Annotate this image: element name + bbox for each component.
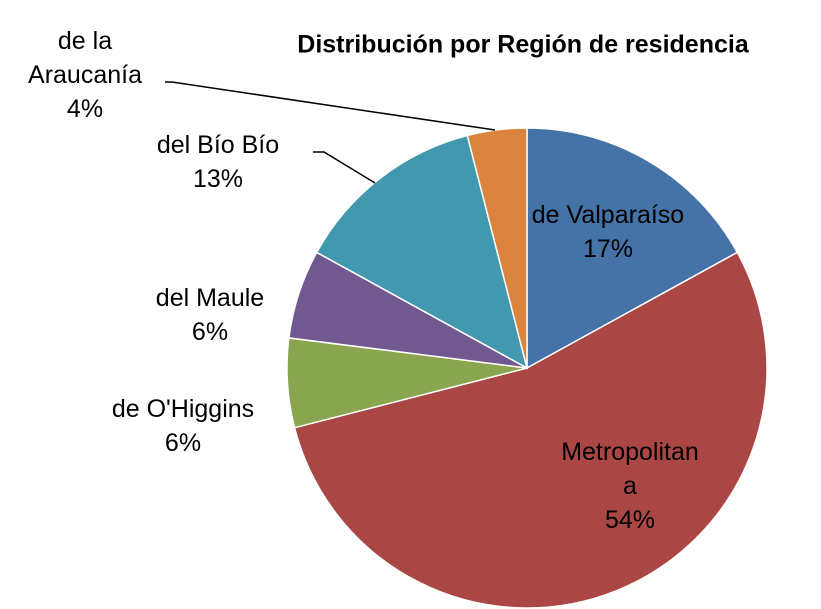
category-label: del Maule — [155, 284, 265, 312]
pie-slice — [293, 251, 768, 609]
value-label: 54% — [604, 506, 656, 534]
slice-label: Metropolitana 54% — [555, 435, 705, 537]
value-label: 6% — [164, 429, 202, 457]
value-label: 6% — [191, 318, 229, 346]
category-label: del Bío Bío — [156, 131, 280, 159]
value-label: 4% — [66, 95, 104, 123]
chart-title: Distribución por Región de residencia — [297, 30, 749, 59]
slice-label: de la Araucanía 4% — [0, 24, 170, 126]
slice-label: del Bío Bío 13% — [118, 128, 318, 196]
category-label: de O'Higgins — [111, 395, 255, 423]
category-label: de Valparaíso — [531, 201, 685, 229]
pie-slice — [466, 127, 528, 369]
pie-slice — [315, 134, 529, 370]
slice-label: del Maule 6% — [110, 281, 310, 349]
leader-line — [313, 151, 376, 184]
category-label: Metropolitana — [561, 438, 699, 500]
value-label: 13% — [192, 165, 244, 193]
value-label: 17% — [582, 235, 634, 263]
pie-slice — [526, 127, 739, 370]
category-label: de la Araucanía — [28, 27, 142, 89]
slice-label: de Valparaíso 17% — [523, 198, 693, 266]
leader-line — [165, 81, 496, 131]
slice-label: de O'Higgins 6% — [63, 392, 303, 460]
